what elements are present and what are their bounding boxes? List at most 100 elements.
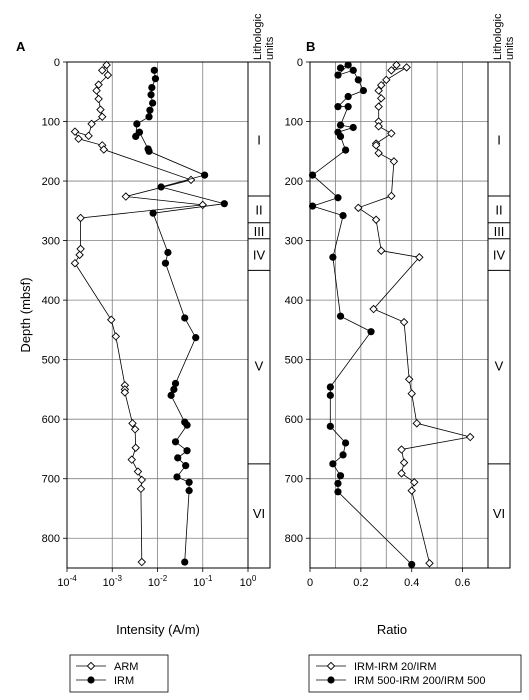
panel-b-y-tick-label: 600 (285, 414, 303, 426)
lithology-b-frame (487, 61, 511, 569)
panel-b-y-tick-label: 500 (285, 355, 303, 367)
panel-a-y-tick-label: 600 (42, 414, 60, 426)
panel-a-series-1-point (170, 385, 178, 394)
panel-b-series-1-point (326, 383, 334, 391)
panel-a-series-1-point (181, 558, 189, 566)
panel-b-series-1-point (326, 422, 334, 430)
panel-b-series-0-point (415, 253, 424, 262)
panel-b-series-0-point (376, 80, 386, 90)
panel-b-series-1-point (308, 171, 317, 179)
panel-b-y-tick-label: 800 (285, 533, 303, 545)
panel-a-series-1-point (201, 171, 209, 179)
legend-a-entry-label: ARM (114, 661, 138, 673)
panel-a-x-ticks: 10-4 10-3 10-2 10-1 100 (57, 568, 257, 589)
panel-b-y-tick-label: 400 (285, 295, 303, 307)
lithology-b-unit-label: II (495, 202, 502, 217)
panel-a-letter: A (16, 39, 26, 54)
panel-a-series-1-line (135, 70, 225, 563)
panel-a-series-1-point (171, 438, 180, 446)
panel-a-series-0-point (74, 134, 83, 144)
lithology-b-unit-label: IV (493, 248, 506, 263)
panel-b-series-1-point (334, 103, 342, 111)
lithology-a-unit-label: II (255, 202, 262, 217)
panel-a-series-1-point (135, 128, 144, 136)
lithology-a-frame (247, 61, 271, 569)
panel-b-series-0-point (374, 148, 383, 158)
panel-a-x-tick-label: 10-1 (193, 574, 213, 589)
panel-a-x-tick-label: 10-3 (103, 574, 123, 589)
lithology-a-unit-label: III (254, 224, 265, 239)
panel-a-series-1-point (157, 183, 165, 191)
legend-b-box (308, 654, 522, 693)
lithology-b-header: Lithologicunits (492, 13, 516, 60)
panel-b-series-1-point (342, 439, 350, 447)
legend-b-marker-dot (327, 676, 335, 684)
panel-a-series-0-point (103, 70, 113, 80)
panel-b-series-1-point (344, 103, 352, 111)
panel-b-series-1-point (334, 194, 342, 202)
panel-a-series-0-point (87, 119, 96, 129)
panel-b-x-tick-label: 0 (307, 577, 313, 589)
panel-a-series-0-point (96, 105, 105, 114)
legend-b-entry-label: IRM-IRM 20/IRM (354, 661, 437, 673)
panel-a-series-0-point (94, 94, 103, 104)
panel-a-series (70, 60, 228, 567)
panel-b-series-0-point (389, 157, 399, 166)
panel-b-series-1-point (344, 61, 352, 69)
panel-b-series-1-point (349, 123, 357, 132)
panel-b-series-1-point (336, 312, 345, 320)
panel-a-y-tick-label: 200 (42, 176, 60, 188)
panel-a-series-1-point (148, 83, 156, 92)
panel-b-y-tick-label: 300 (285, 236, 303, 248)
panel-a-series-1-point (161, 259, 170, 267)
panel-a-series-0-point (136, 484, 146, 494)
panel-b-y-tick-label: 700 (285, 474, 303, 486)
panel-a-series-0-point (133, 467, 143, 476)
panel-a-y-ticks: 0 100 200 300 400 500 600 700 800 (42, 57, 67, 545)
panel-a-x-label: Intensity (A/m) (116, 622, 200, 637)
panel-b-letter: B (306, 39, 315, 54)
panel-a-series-0-point (198, 200, 207, 210)
panel-a-x-tick-label: 100 (240, 574, 257, 589)
panel-b-series-0-point (407, 389, 416, 398)
panel-b-x-ticks: 0 0.2 0.4 0.6 (307, 568, 470, 589)
panel-b-series-0-point (465, 432, 475, 442)
panel-a-y-tick-label: 800 (42, 533, 60, 545)
panel-b-x-tick-label: 0.6 (455, 577, 470, 589)
panel-b-y-tick-label: 100 (285, 117, 303, 129)
panel-a-series-0-point (97, 112, 107, 122)
panel-a-series-1-point (133, 120, 141, 128)
panel-b-series-0-point (369, 304, 378, 314)
panel-b-series-1-point (334, 479, 342, 488)
panel-b-series-0-point (399, 317, 409, 327)
lithology-b-unit-label: I (497, 132, 501, 147)
panel-b-series-0-point (376, 246, 386, 255)
panel-a-series-0-point (70, 258, 80, 268)
panel-a-series-0-point (107, 315, 116, 324)
panel-a-series-0-point (128, 419, 137, 428)
panel-b-series-0-point (376, 94, 386, 103)
panel-a-series-1-point (185, 478, 193, 486)
panel-b-series-1-point (308, 202, 317, 210)
legend-a-box (69, 654, 169, 693)
panel-b-series-1-point (336, 472, 345, 480)
panel-b-series-0-point (371, 215, 381, 224)
panel-b-series-1-point (342, 146, 350, 154)
panel-a-x-tick-label: 10-2 (148, 574, 168, 589)
panel-a-series-1-point (182, 462, 190, 470)
panel-a-y-tick-label: 700 (42, 474, 60, 486)
lithology-a-unit-label: V (255, 359, 264, 374)
panel-b-series-1-point (344, 92, 352, 101)
panel-a-series-1-point (167, 391, 175, 399)
lithology-a-unit-label: VI (253, 506, 265, 521)
panel-b-series-1-point (329, 253, 337, 261)
panel-b-series-1-point (329, 460, 337, 468)
panel-b: B 0 100 200 300 400 500 600 700 800 0 0.2 0.4 0.6 R… (285, 39, 489, 637)
panel-b-series-1-point (336, 64, 345, 72)
panel-b-series-0-line (357, 64, 471, 564)
panel-b-series-1-point (359, 86, 367, 95)
panel-a-x-tick-label: 10-4 (57, 574, 77, 589)
panel-b-series-1-point (367, 328, 375, 336)
